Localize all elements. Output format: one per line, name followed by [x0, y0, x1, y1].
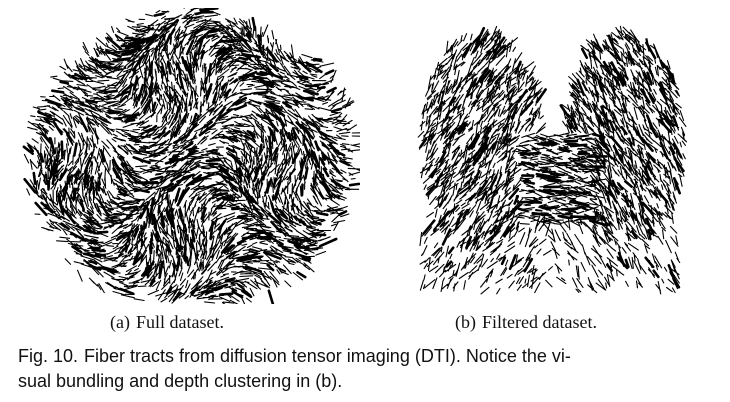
subcaption-b-label: Filtered dataset. [482, 312, 597, 332]
subcaption-b: (b) Filtered dataset. [455, 312, 597, 333]
figure-caption: Fig. 10. Fiber tracts from diffusion tens… [18, 344, 718, 394]
caption-line-1: Fig. 10. Fiber tracts from diffusion tens… [18, 344, 718, 369]
caption-text-1: Fiber tracts from diffusion tensor imagi… [84, 346, 571, 366]
subcaption-b-tag: (b) [455, 312, 476, 332]
filtered-dataset-image [400, 14, 700, 304]
subcaption-a-tag: (a) [110, 312, 130, 332]
subcaption-a-label: Full dataset. [136, 312, 224, 332]
fiber-tracts-filtered-render [400, 14, 700, 304]
fiber-strokes [418, 26, 686, 294]
fiber-tracts-full-render [18, 8, 360, 304]
figure-label: Fig. 10. [18, 346, 78, 366]
subcaption-a: (a) Full dataset. [110, 312, 224, 333]
full-dataset-image [18, 8, 360, 304]
caption-line-2: sual bundling and depth clustering in (b… [18, 369, 718, 394]
